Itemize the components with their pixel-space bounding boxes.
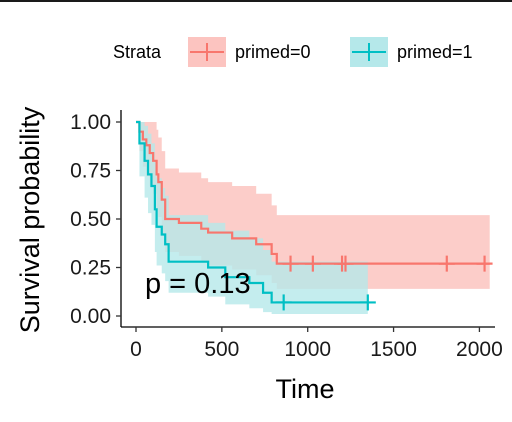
censor-mark-primed-0 [337, 255, 354, 272]
censor-mark-primed-0 [282, 255, 299, 272]
legend-title: Strata [113, 42, 162, 62]
x-tick-label: 1500 [370, 338, 417, 361]
legend-label-primed-1: primed=1 [397, 42, 473, 62]
tick-labels: 0.00 0.25 0.50 0.75 1.00 0 500 1000 1500 2000 [70, 111, 503, 361]
y-tick-label: 0.00 [70, 305, 111, 328]
top-border [0, 0, 512, 2]
p-value-annotation: p = 0.13 [145, 268, 251, 300]
censor-mark-primed-0 [438, 255, 455, 272]
legend-key-primed-0 [188, 37, 226, 67]
legend-key-primed-1 [350, 37, 388, 67]
survival-curves [136, 120, 490, 304]
censor-mark-primed-1 [275, 294, 292, 311]
censor-mark-primed-0 [476, 255, 493, 272]
axes [116, 110, 495, 332]
x-tick-label: 2000 [456, 338, 503, 361]
survival-curve-primed-1 [136, 120, 368, 304]
x-tick-label: 500 [204, 338, 239, 361]
y-tick-label: 0.75 [70, 160, 111, 183]
y-tick-label: 0.25 [70, 257, 111, 280]
y-axis-title: Survival probability [15, 106, 45, 333]
y-tick-label: 0.50 [70, 208, 111, 231]
x-axis-title: Time [276, 374, 335, 404]
censor-mark-primed-1 [359, 294, 376, 311]
survival-curve-primed-0 [136, 120, 490, 265]
ci-band-primed-1 [136, 122, 368, 315]
legend: Strata primed=0 primed=1 [113, 37, 473, 67]
x-tick-label: 0 [130, 338, 142, 361]
legend-label-primed-0: primed=0 [235, 42, 311, 62]
censor-mark-primed-0 [304, 255, 321, 272]
x-tick-label: 1000 [284, 338, 331, 361]
confidence-bands [136, 122, 490, 315]
censor-marks [275, 255, 493, 311]
y-tick-label: 1.00 [70, 111, 111, 134]
